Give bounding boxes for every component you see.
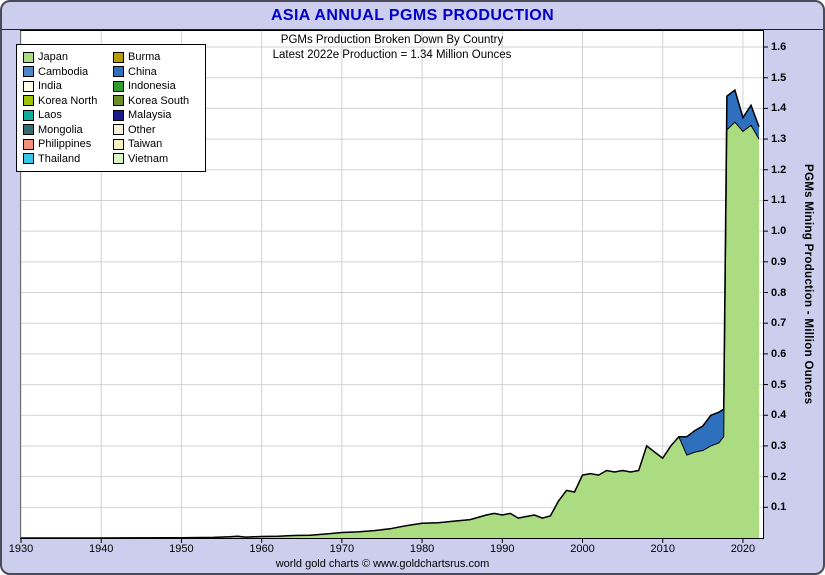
legend-swatch — [113, 109, 124, 121]
legend-swatch — [113, 138, 124, 150]
copyright-caption: world gold charts © www.goldchartsrus.co… — [275, 558, 490, 570]
legend-item-india: India — [23, 79, 109, 94]
legend-label: Cambodia — [38, 65, 89, 78]
x-axis-tick-label: 1970 — [329, 543, 355, 555]
legend-item-indonesia: Indonesia — [113, 79, 199, 94]
y-axis-tick-label: 0.2 — [771, 470, 787, 483]
legend-items: Japan Cambodia India Korea North Laos Mongoli… — [23, 50, 199, 166]
x-axis-tick-label: 1950 — [169, 543, 194, 555]
legend-item-japan: Japan — [23, 50, 109, 65]
legend-label: India — [38, 80, 62, 93]
x-axis-tick-label: 1960 — [249, 543, 274, 555]
legend-swatch — [23, 153, 34, 165]
legend-label: China — [128, 65, 157, 78]
legend-swatch — [113, 95, 124, 107]
legend-item-other: Other — [113, 123, 199, 138]
legend-swatch — [113, 80, 124, 92]
y-axis-tick-label: 1.0 — [771, 225, 787, 238]
y-axis-tick-label: 1.3 — [771, 133, 787, 146]
legend-item-vietnam: Vietnam — [113, 152, 199, 167]
y-axis-tick-label: 0.4 — [771, 409, 787, 422]
legend-label: Thailand — [38, 152, 81, 165]
x-axis-tick-label: 1990 — [490, 543, 515, 555]
y-axis-tick-label: 1.2 — [771, 163, 787, 176]
legend-item-malaysia: Malaysia — [113, 108, 199, 123]
legend-label: Taiwan — [128, 138, 163, 151]
legend-swatch — [23, 66, 34, 78]
legend-label: Mongolia — [38, 123, 83, 136]
legend-item-taiwan: Taiwan — [113, 137, 199, 152]
legend-item-burma: Burma — [113, 50, 199, 65]
y-axis-tick-label: 1.4 — [771, 102, 787, 115]
legend-swatch — [23, 124, 34, 136]
legend-swatch — [113, 66, 124, 78]
y-axis-tick-label: 0.7 — [771, 317, 787, 330]
legend-label: Other — [128, 123, 156, 136]
y-axis-tick-label: 0.3 — [771, 439, 787, 452]
y-axis-tick-label: 0.6 — [771, 347, 787, 360]
legend-label: Laos — [38, 109, 62, 122]
legend-swatch — [23, 109, 34, 121]
y-axis-tick-label: 1.5 — [771, 71, 787, 84]
plot-area: PGMs Production Broken Down By Country L… — [20, 30, 768, 543]
x-axis-tick-label: 1930 — [8, 543, 34, 555]
chart-title: ASIA ANNUAL PGMS PRODUCTION — [270, 6, 555, 24]
legend-item-korea-south: Korea South — [113, 94, 199, 109]
y-axis-title: PGMs Mining Production - Million Ounces — [802, 164, 814, 405]
y-axis-tick-label: 1.1 — [771, 194, 787, 207]
y-axis-tick-label: 0.5 — [771, 378, 787, 391]
legend-item-mongolia: Mongolia — [23, 123, 109, 138]
legend-item-thailand: Thailand — [23, 152, 109, 167]
legend-item-korea-north: Korea North — [23, 94, 109, 109]
legend-item-cambodia: Cambodia — [23, 65, 109, 80]
legend-item-china: China — [113, 65, 199, 80]
chart-subtitle: PGMs Production Broken Down By Country — [280, 34, 504, 46]
legend-item-philippines: Philippines — [23, 137, 109, 152]
legend-label: Korea North — [38, 94, 98, 107]
legend-label: Vietnam — [128, 152, 169, 165]
legend-label: Burma — [128, 51, 161, 64]
x-axis-tick-label: 1980 — [409, 543, 435, 555]
legend-label: Korea South — [128, 94, 190, 107]
x-axis-tick-label: 2000 — [570, 543, 595, 555]
x-axis-tick-label: 2020 — [730, 543, 756, 555]
legend-swatch — [23, 138, 34, 150]
legend-label: Indonesia — [128, 80, 176, 93]
legend-box: Japan Cambodia India Korea North Laos Mongoli… — [16, 44, 206, 172]
latest-production-annotation: Latest 2022e Production = 1.34 Million O… — [272, 49, 512, 61]
legend-swatch — [113, 124, 124, 136]
legend-swatch — [23, 51, 34, 63]
legend-swatch — [113, 51, 124, 63]
x-axis-tick-label: 1940 — [88, 543, 114, 555]
title-bar: ASIA ANNUAL PGMS PRODUCTION — [2, 2, 823, 30]
legend-swatch — [23, 95, 34, 107]
legend-swatch — [23, 80, 34, 92]
legend-item-laos: Laos — [23, 108, 109, 123]
x-axis-tick-label: 2010 — [650, 543, 675, 555]
legend-label: Malaysia — [128, 109, 172, 122]
y-axis-tick-label: 1.6 — [771, 41, 787, 53]
y-axis-tick-label: 0.9 — [771, 255, 787, 268]
legend-swatch — [113, 153, 124, 165]
y-axis-tick-label: 0.8 — [771, 286, 787, 299]
legend-label: Philippines — [38, 138, 92, 151]
y-axis-tick-label: 0.1 — [771, 501, 787, 514]
legend-label: Japan — [38, 51, 68, 64]
